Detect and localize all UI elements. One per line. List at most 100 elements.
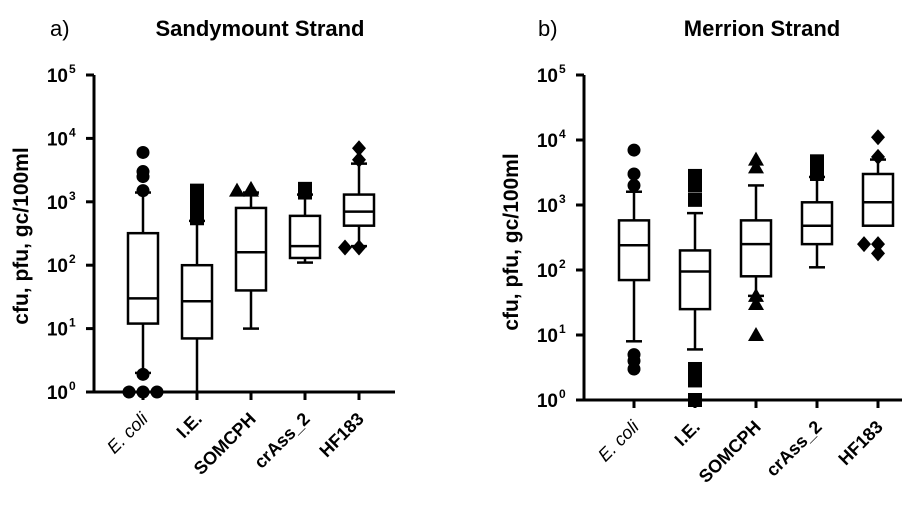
box-iqr	[126, 231, 160, 325]
y-tick-label: 10	[537, 131, 558, 152]
outlier-point	[748, 295, 764, 310]
box-series	[229, 180, 268, 330]
y-tick-exponent: 1	[559, 322, 566, 336]
outlier-point	[748, 327, 764, 341]
box-series	[122, 145, 164, 399]
x-tick-label: crAss_2	[250, 409, 314, 473]
y-axis-label: cfu, pfu, gc/100ml	[500, 153, 523, 330]
outlier-point	[627, 348, 641, 362]
y-tick-label: 10	[537, 391, 558, 412]
plot-area	[617, 129, 895, 407]
outlier-point	[627, 178, 641, 192]
y-tick-label: 10	[537, 66, 558, 87]
y-tick-exponent: 5	[559, 62, 566, 76]
y-tick-exponent: 5	[69, 62, 76, 76]
outlier-point	[150, 385, 164, 399]
outlier-point	[190, 183, 204, 198]
outlier-point	[871, 148, 885, 165]
x-tick-label: SOMCPH	[695, 417, 765, 487]
box-series	[617, 143, 651, 376]
x-tick-label: I.E.	[671, 417, 704, 450]
outlier-point	[810, 154, 824, 169]
box-iqr	[234, 206, 268, 292]
box-iqr	[861, 172, 895, 227]
y-tick-exponent: 0	[69, 379, 76, 393]
y-tick-label: 10	[537, 326, 558, 347]
plot-area	[122, 140, 376, 399]
outlier-point	[748, 287, 764, 302]
chart-panel-merrion: b) Merrion Strand cfu, pfu, gc/100ml 10 0…	[500, 16, 902, 487]
box-iqr	[288, 214, 322, 260]
y-tick-label: 10	[47, 66, 68, 87]
y-tick-label: 10	[47, 129, 68, 150]
outlier-point	[352, 239, 366, 256]
box-iqr	[678, 249, 712, 311]
y-tick-label: 10	[47, 256, 68, 277]
box-iqr	[617, 219, 651, 282]
x-tick-label: crAss_2	[762, 417, 826, 481]
outlier-point	[136, 145, 150, 159]
outlier-point	[136, 367, 150, 381]
y-tick-label: 10	[47, 193, 68, 214]
y-tick-exponent: 4	[559, 127, 566, 141]
box-series	[180, 183, 214, 394]
x-tick-label: I.E.	[173, 409, 206, 442]
outlier-point	[871, 245, 885, 262]
outlier-point	[136, 184, 150, 198]
outlier-point	[122, 385, 136, 399]
box-series	[338, 140, 376, 256]
chart-panel-sandymount: a) Sandymount Strand cfu, pfu, gc/100ml …	[10, 16, 395, 479]
outlier-point	[871, 129, 885, 146]
outlier-point	[688, 373, 702, 388]
outlier-point	[688, 192, 702, 207]
box-series	[800, 154, 834, 269]
box-iqr	[342, 193, 376, 227]
box-series	[857, 129, 895, 262]
outlier-point	[688, 168, 702, 183]
outlier-point	[748, 151, 764, 166]
outlier-point	[136, 165, 150, 179]
y-tick-label: 10	[537, 196, 558, 217]
outlier-point	[136, 385, 150, 399]
y-tick-exponent: 3	[69, 189, 76, 203]
box-iqr	[800, 201, 834, 246]
outlier-point	[190, 211, 204, 226]
outlier-point	[243, 180, 259, 195]
outlier-point	[810, 166, 824, 181]
x-tick-label: E. coli	[103, 408, 153, 458]
outlier-point	[627, 143, 641, 157]
y-tick-exponent: 1	[69, 316, 76, 330]
outlier-point	[688, 393, 702, 407]
x-tick-label: HF183	[315, 409, 367, 461]
outlier-point	[229, 182, 245, 197]
y-tick-exponent: 2	[69, 252, 76, 266]
panel-letter: b)	[538, 16, 558, 41]
y-tick-label: 10	[537, 261, 558, 282]
chart-title: Sandymount Strand	[155, 16, 364, 41]
y-tick-exponent: 4	[69, 125, 76, 139]
outlier-point	[298, 181, 312, 196]
outlier-point	[871, 236, 885, 253]
outlier-point	[688, 361, 702, 376]
outlier-point	[338, 239, 352, 256]
y-tick-exponent: 3	[559, 192, 566, 206]
x-tick-label: HF183	[834, 417, 886, 469]
box-series	[678, 168, 712, 407]
box-series	[739, 151, 773, 341]
box-series	[288, 181, 322, 264]
panel-letter: a)	[50, 16, 70, 41]
x-tick-label: E. coli	[594, 416, 644, 466]
y-axis-label: cfu, pfu, gc/100ml	[10, 147, 33, 324]
box-iqr	[739, 219, 773, 278]
outlier-point	[857, 236, 871, 253]
outlier-point	[352, 151, 366, 168]
outlier-point	[627, 167, 641, 181]
outlier-point	[748, 159, 764, 174]
y-tick-label: 10	[47, 320, 68, 341]
chart-title: Merrion Strand	[684, 16, 840, 41]
outlier-point	[352, 140, 366, 157]
y-tick-label: 10	[47, 383, 68, 404]
